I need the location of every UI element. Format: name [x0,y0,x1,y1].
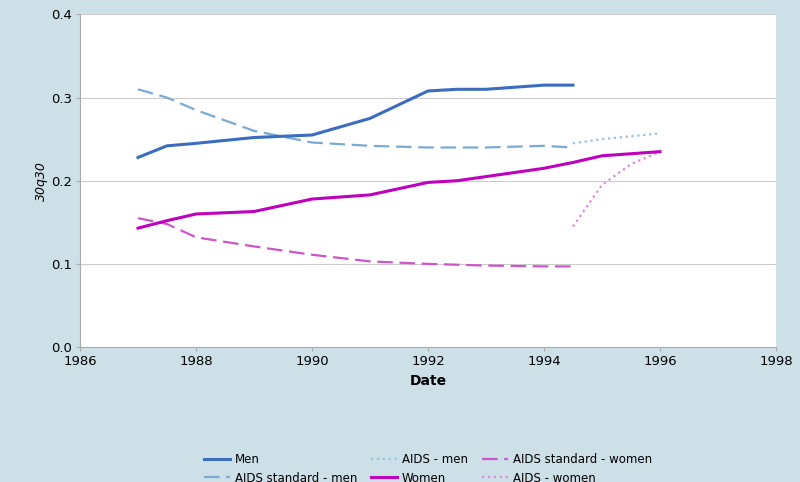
X-axis label: Date: Date [410,374,446,388]
Legend: Men, AIDS standard - men, AIDS - men, Women, AIDS standard - women, AIDS - women: Men, AIDS standard - men, AIDS - men, Wo… [204,453,652,482]
Text: 30q30: 30q30 [35,161,48,201]
